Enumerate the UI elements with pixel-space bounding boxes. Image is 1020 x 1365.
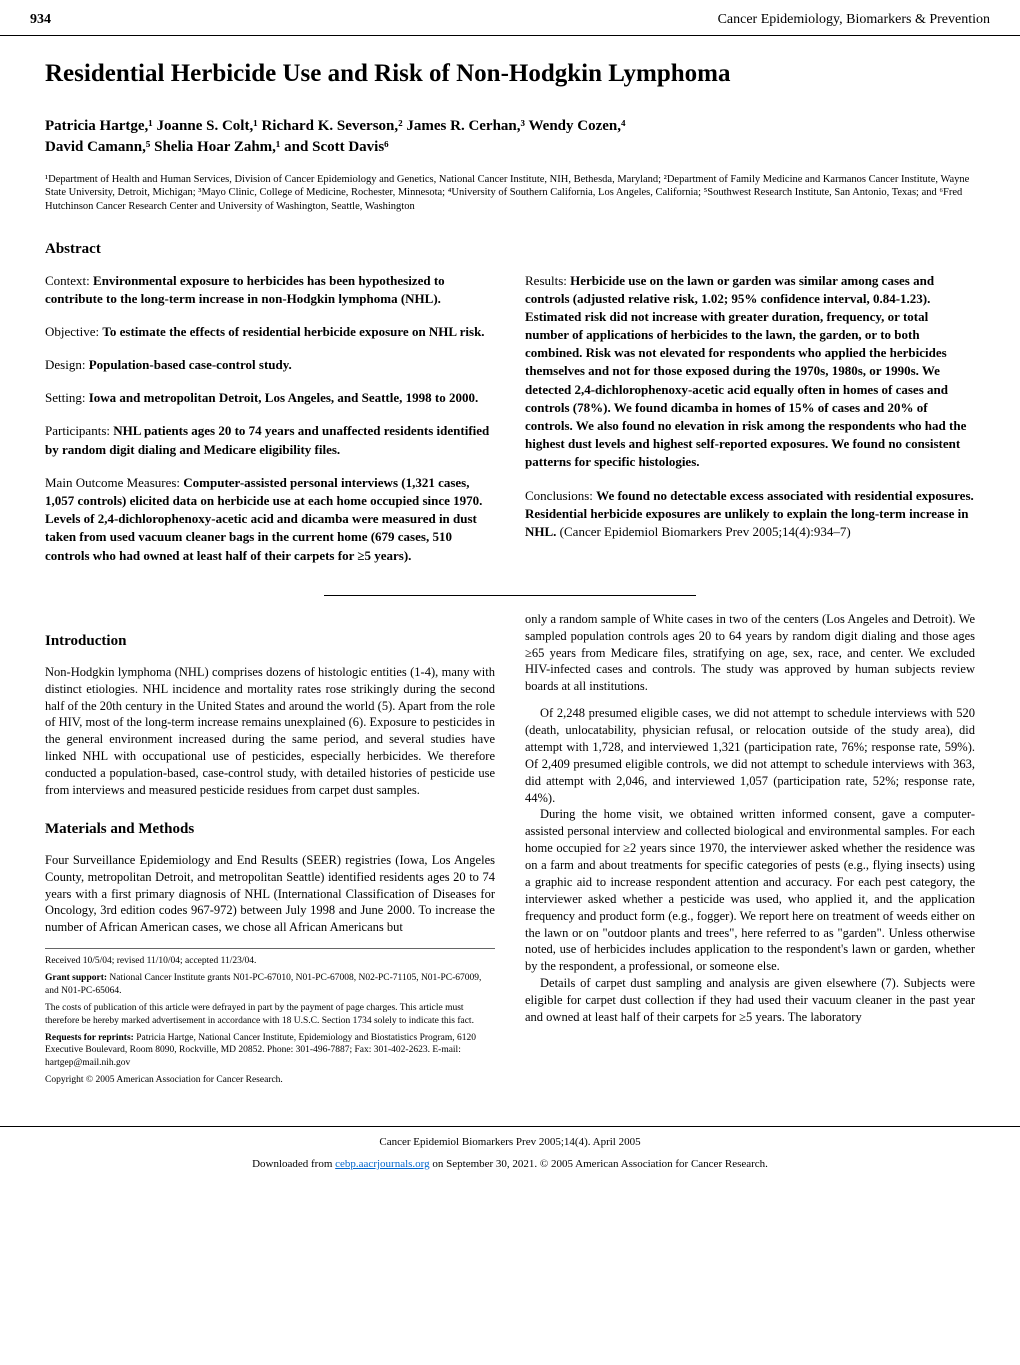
body-left-col: Introduction Non-Hodgkin lymphoma (NHL) …: [45, 611, 495, 1091]
footnote-received: Received 10/5/04; revised 11/10/04; acce…: [45, 955, 495, 967]
objective-text: To estimate the effects of residential h…: [102, 324, 484, 339]
methods-p3: Of 2,248 presumed eligible cases, we did…: [525, 705, 975, 806]
download-suffix: on September 30, 2021. © 2005 American A…: [430, 1158, 768, 1170]
header-bar: 934 Cancer Epidemiology, Biomarkers & Pr…: [0, 0, 1020, 36]
footnote-grant-label: Grant support:: [45, 973, 107, 983]
abstract-heading: Abstract: [45, 239, 975, 260]
footnotes: Received 10/5/04; revised 11/10/04; acce…: [45, 948, 495, 1086]
methods-p4: During the home visit, we obtained writt…: [525, 806, 975, 975]
authors-line1: Patricia Hartge,¹ Joanne S. Colt,¹ Richa…: [45, 116, 975, 137]
context-text: Environmental exposure to herbicides has…: [45, 273, 445, 306]
methods-heading: Materials and Methods: [45, 819, 495, 840]
journal-name: Cancer Epidemiology, Biomarkers & Preven…: [718, 10, 990, 30]
abstract-columns: Context: Environmental exposure to herbi…: [45, 272, 975, 580]
methods-p1: Four Surveillance Epidemiology and End R…: [45, 852, 495, 936]
design-text: Population-based case-control study.: [89, 357, 292, 372]
setting-text: Iowa and metropolitan Detroit, Los Angel…: [89, 390, 479, 405]
measures-label: Main Outcome Measures:: [45, 475, 180, 490]
methods-p2: only a random sample of White cases in t…: [525, 611, 975, 695]
download-link[interactable]: cebp.aacrjournals.org: [335, 1158, 429, 1170]
footnote-requests-label: Requests for reprints:: [45, 1033, 134, 1043]
results-text: Herbicide use on the lawn or garden was …: [525, 273, 966, 470]
affiliations: ¹Department of Health and Human Services…: [45, 173, 975, 214]
footnote-copyright: Copyright © 2005 American Association fo…: [45, 1074, 495, 1086]
footer-citation: Cancer Epidemiol Biomarkers Prev 2005;14…: [0, 1126, 1020, 1154]
body-columns: Introduction Non-Hodgkin lymphoma (NHL) …: [45, 611, 975, 1091]
divider-rule: [324, 595, 696, 596]
abstract-right-col: Results: Herbicide use on the lawn or ga…: [525, 272, 975, 580]
methods-p5: Details of carpet dust sampling and anal…: [525, 975, 975, 1026]
footnote-costs: The costs of publication of this article…: [45, 1002, 495, 1027]
authors: Patricia Hartge,¹ Joanne S. Colt,¹ Richa…: [45, 116, 975, 158]
download-note: Downloaded from cebp.aacrjournals.org on…: [0, 1155, 1020, 1182]
introduction-heading: Introduction: [45, 631, 495, 652]
footnote-grant: National Cancer Institute grants N01-PC-…: [45, 973, 481, 995]
results-label: Results:: [525, 273, 567, 288]
abstract-citation: (Cancer Epidemiol Biomarkers Prev 2005;1…: [560, 524, 851, 539]
context-label: Context:: [45, 273, 90, 288]
intro-p1: Non-Hodgkin lymphoma (NHL) comprises doz…: [45, 664, 495, 799]
objective-label: Objective:: [45, 324, 99, 339]
download-prefix: Downloaded from: [252, 1158, 335, 1170]
setting-label: Setting:: [45, 390, 85, 405]
participants-label: Participants:: [45, 423, 110, 438]
participants-text: NHL patients ages 20 to 74 years and una…: [45, 423, 489, 456]
article-content: Residential Herbicide Use and Risk of No…: [0, 36, 1020, 1112]
article-title: Residential Herbicide Use and Risk of No…: [45, 56, 975, 91]
authors-line2: David Camann,⁵ Shelia Hoar Zahm,¹ and Sc…: [45, 137, 975, 158]
design-label: Design:: [45, 357, 85, 372]
conclusions-label: Conclusions:: [525, 488, 593, 503]
abstract-left-col: Context: Environmental exposure to herbi…: [45, 272, 495, 580]
page-number: 934: [30, 10, 51, 30]
body-right-col: only a random sample of White cases in t…: [525, 611, 975, 1091]
